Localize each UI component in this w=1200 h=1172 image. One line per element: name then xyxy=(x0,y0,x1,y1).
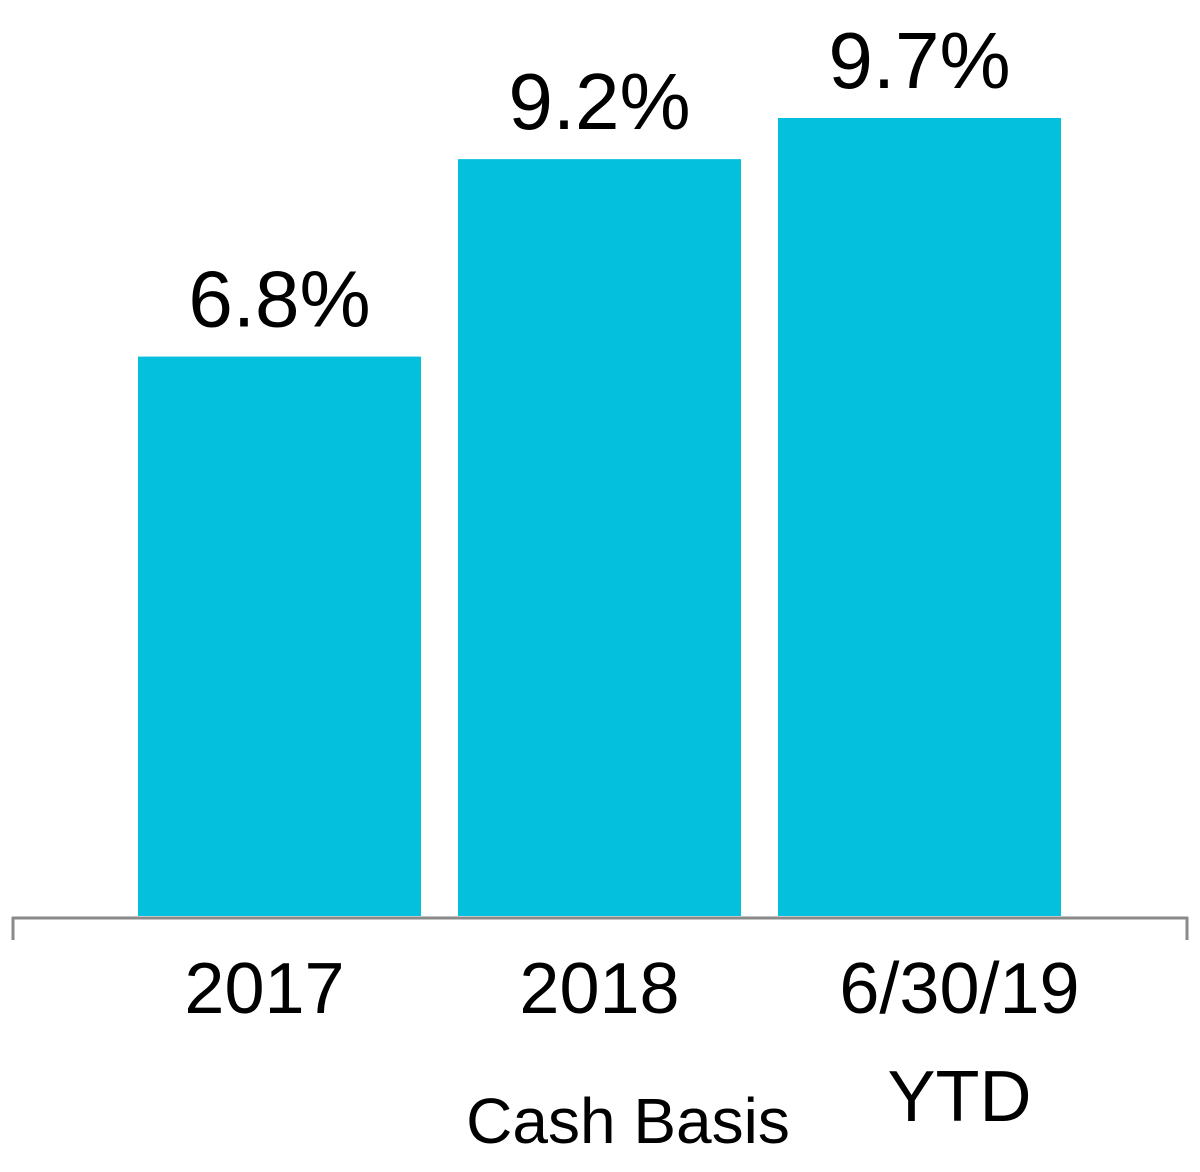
x-tick-label: 2018 xyxy=(519,949,680,1029)
x-tick-label: 2017 xyxy=(184,949,345,1029)
value-label: 6.8% xyxy=(188,255,370,344)
x-axis-label: Cash Basis xyxy=(466,1085,790,1157)
x-tick-label: 6/30/19 YTD xyxy=(839,949,1080,1137)
value-label: 9.2% xyxy=(508,57,690,146)
bar xyxy=(458,159,741,916)
bar xyxy=(138,356,421,916)
value-label: 9.7% xyxy=(828,16,1010,105)
bar xyxy=(778,118,1061,916)
